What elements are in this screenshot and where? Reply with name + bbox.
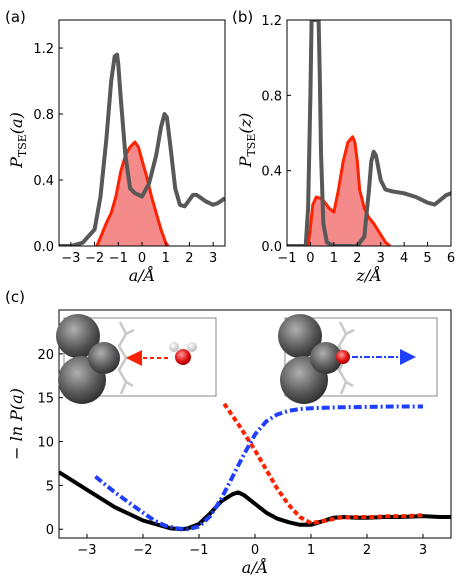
inset-right-water bbox=[336, 350, 350, 364]
x-tick-label: 5 bbox=[423, 251, 431, 266]
panel-c-y-ticks: 0 5 10 15 20 bbox=[37, 348, 63, 538]
x-tick-label: 3 bbox=[377, 251, 385, 266]
y-tick-label: 5 bbox=[46, 479, 54, 494]
panel-b-y-ticks: 0.0 0.4 0.8 1.2 bbox=[261, 14, 291, 255]
inset-left-water bbox=[169, 342, 197, 365]
x-tick-label: 1 bbox=[307, 543, 315, 558]
y-tick-label: 1.2 bbox=[33, 42, 54, 57]
y-tick-label: 0.4 bbox=[261, 165, 282, 180]
y-tick-label: 0.4 bbox=[33, 174, 54, 189]
inset-left bbox=[56, 314, 217, 404]
y-tick-label: 0 bbox=[46, 523, 54, 538]
x-tick-label: 2 bbox=[185, 251, 193, 266]
x-tick-label: 1 bbox=[330, 251, 338, 266]
x-tick-label: 3 bbox=[209, 251, 217, 266]
x-tick-label: 2 bbox=[353, 251, 361, 266]
panel-c-x-ticks: −3 −2 −1 0 1 2 3 bbox=[77, 534, 427, 558]
panel-c-black-series bbox=[59, 470, 451, 532]
inset-right bbox=[278, 314, 438, 404]
y-tick-label: 15 bbox=[37, 392, 54, 407]
panel-c-blue-series bbox=[94, 404, 423, 532]
panel-b-label: (b) bbox=[232, 8, 253, 26]
x-tick-label: −2 bbox=[85, 251, 104, 266]
x-tick-label: 0 bbox=[138, 251, 146, 266]
x-tick-label: −1 bbox=[277, 251, 296, 266]
x-tick-label: 0 bbox=[251, 543, 259, 558]
panel-c-x-axis-label: a/Å bbox=[242, 557, 268, 577]
svg-text:a/Å: a/Å bbox=[129, 265, 155, 285]
panel-b-plot-area bbox=[287, 20, 451, 246]
panel-a-plot-area bbox=[59, 52, 225, 246]
panel-c-y-axis-label: − ln P(a) bbox=[7, 388, 26, 460]
panel-b-x-axis-label: z/Å bbox=[355, 265, 381, 285]
panel-b-x-ticks: −1 0 1 2 3 4 5 6 bbox=[277, 242, 455, 266]
svg-text:− ln P(a): − ln P(a) bbox=[7, 388, 26, 460]
x-tick-label: 4 bbox=[400, 251, 408, 266]
panel-b-gray-series bbox=[287, 20, 451, 246]
panel-a-label: (a) bbox=[5, 8, 26, 26]
x-tick-label: −2 bbox=[133, 543, 152, 558]
y-tick-label: 0.8 bbox=[261, 89, 282, 104]
svg-text:z/Å: z/Å bbox=[355, 265, 381, 285]
x-tick-label: −1 bbox=[189, 543, 208, 558]
y-tick-label: 0.8 bbox=[33, 108, 54, 123]
panel-a-gray-series bbox=[59, 52, 225, 246]
panel-b-frame bbox=[286, 19, 452, 247]
panel-a-red-area bbox=[96, 142, 169, 246]
panel-c-label: (c) bbox=[5, 288, 25, 306]
panel-a: (a) −3 −2 −1 0 1 2 3 0.0 0.4 0.8 1.2 a/Å PTSE(a) bbox=[5, 8, 226, 285]
panel-a-x-axis-label: a/Å bbox=[129, 265, 155, 285]
panel-a-x-ticks: −3 −2 −1 0 1 2 3 bbox=[61, 242, 217, 266]
x-tick-label: 0 bbox=[306, 251, 314, 266]
x-tick-label: −1 bbox=[109, 251, 128, 266]
x-tick-label: −3 bbox=[61, 251, 80, 266]
y-tick-label: 0.0 bbox=[33, 240, 54, 255]
x-tick-label: 2 bbox=[363, 543, 371, 558]
y-tick-label: 10 bbox=[37, 436, 54, 451]
x-tick-label: 1 bbox=[162, 251, 170, 266]
panel-a-y-axis-label: PTSE(a) bbox=[7, 112, 29, 169]
y-tick-label: 1.2 bbox=[261, 14, 282, 29]
svg-text:PTSE(z): PTSE(z) bbox=[236, 113, 258, 169]
panel-c-plot-area bbox=[59, 402, 451, 532]
panel-a-red-series bbox=[95, 140, 170, 246]
panel-b-y-axis-label: PTSE(z) bbox=[236, 113, 258, 169]
inset-right-surface-atoms bbox=[278, 314, 342, 404]
x-tick-label: 3 bbox=[419, 543, 427, 558]
x-tick-label: 6 bbox=[447, 251, 455, 266]
svg-text:PTSE(a): PTSE(a) bbox=[7, 112, 29, 169]
panel-a-y-ticks: 0.0 0.4 0.8 1.2 bbox=[33, 42, 63, 255]
panel-b: (b) −1 0 1 2 3 4 5 6 0.0 0.4 0.8 1.2 z/Å PTSE(z) bbox=[232, 8, 455, 285]
inset-left-surface-atoms bbox=[56, 314, 120, 404]
x-tick-label: −3 bbox=[77, 543, 96, 558]
panel-b-red-series bbox=[306, 135, 392, 246]
svg-text:a/Å: a/Å bbox=[242, 557, 268, 577]
y-tick-label: 0.0 bbox=[261, 240, 282, 255]
panel-c: (c) −3 −2 −1 0 1 2 3 0 5 10 15 20 a/Å − ln P(a) bbox=[5, 288, 452, 577]
y-tick-label: 20 bbox=[37, 348, 54, 363]
